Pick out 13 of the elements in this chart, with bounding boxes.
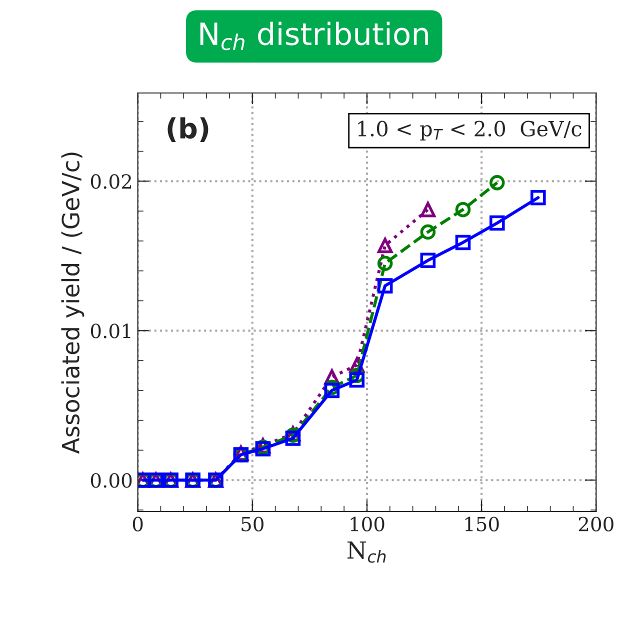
x-tick-label: 100 [350,516,384,532]
annotation: (b) [168,117,208,142]
x-axis-title: N$_{ch}$ [347,541,386,563]
annotation: 1.0 < p$_{T}$ < 2.0 GeV/c [358,120,582,141]
y-axis-title: Associated yield / (GeV/c) [61,152,84,454]
y-tick-label: 0.02 [90,174,132,189]
y-tick-label: 0.01 [90,324,130,338]
y-tick-label: 0.00 [90,473,132,488]
x-tick-label: 50 [242,516,264,532]
x-tick-label: 150 [465,516,499,532]
x-tick-label: 200 [578,516,614,532]
x-tick-label: 0 [132,516,143,532]
chart-title: N$_{ch}$ distribution [200,22,428,50]
